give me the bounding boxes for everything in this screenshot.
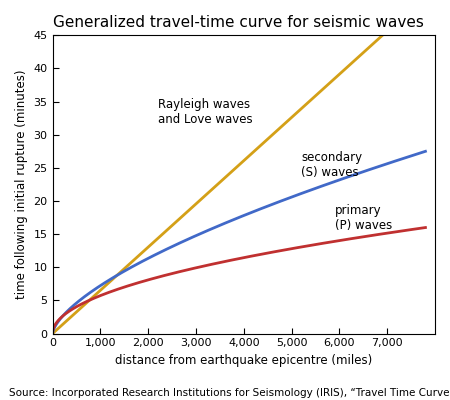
- Y-axis label: time following initial rupture (minutes): time following initial rupture (minutes): [15, 70, 28, 299]
- Text: Generalized travel-time curve for seismic waves: Generalized travel-time curve for seismi…: [53, 15, 423, 30]
- Text: primary
(P) waves: primary (P) waves: [335, 204, 392, 232]
- X-axis label: distance from earthquake epicentre (miles): distance from earthquake epicentre (mile…: [115, 354, 373, 367]
- Text: Source: Incorporated Research Institutions for Seismology (IRIS), “Travel Time C: Source: Incorporated Research Institutio…: [9, 388, 450, 398]
- Text: Rayleigh waves
and Love waves: Rayleigh waves and Love waves: [158, 98, 252, 126]
- Text: secondary
(S) waves: secondary (S) waves: [301, 151, 362, 179]
